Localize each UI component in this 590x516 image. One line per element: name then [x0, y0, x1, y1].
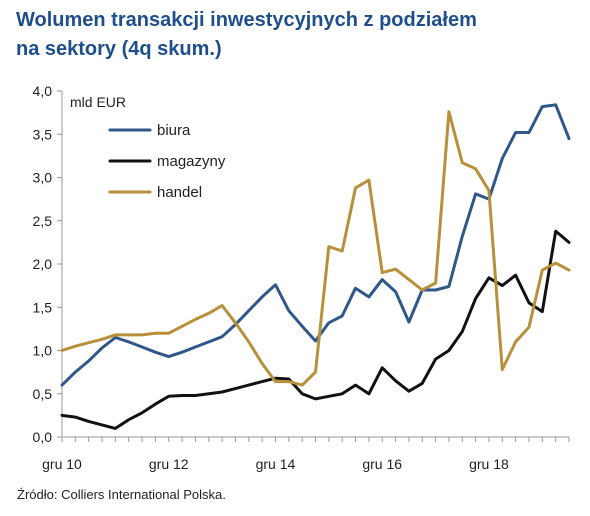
- legend-label-magazyny: magazyny: [157, 153, 226, 170]
- x-tick-label: gru 10: [42, 456, 82, 472]
- x-tick-label: gru 12: [149, 456, 189, 472]
- y-tick-label: 1,5: [33, 299, 53, 315]
- x-tick-label: gru 16: [362, 456, 402, 472]
- legend-label-biura: biura: [157, 122, 191, 139]
- y-tick-label: 3,5: [33, 126, 53, 142]
- series-line-magazyny: [60, 229, 571, 430]
- series-line-biura: [60, 103, 571, 387]
- y-tick-label: 0,0: [33, 429, 53, 445]
- y-tick-label: 2,0: [33, 256, 53, 272]
- series-line-handel: [60, 110, 571, 387]
- y-unit-label: mld EUR: [70, 94, 126, 110]
- x-tick-label: gru 14: [256, 456, 296, 472]
- y-tick-label: 1,0: [33, 343, 53, 359]
- source-note: Źródło: Colliers International Polska.: [17, 487, 226, 502]
- chart-title-line-1: Wolumen transakcji inwestycyjnych z podz…: [16, 9, 477, 31]
- x-tick-label: gru 18: [469, 456, 509, 472]
- y-tick-label: 3,0: [33, 170, 53, 186]
- chart-title: Wolumen transakcji inwestycyjnych z podz…: [16, 6, 576, 64]
- y-tick-label: 4,0: [33, 83, 53, 99]
- chart-title-line-2: na sektory (4q skum.): [16, 38, 222, 60]
- line-chart: 0,0 0,5 1,0 1,5 2,0 2,5 3,0 3,5 4,0 gru 10 gru 12 g…: [33, 83, 571, 472]
- legend-label-handel: handel: [157, 184, 202, 201]
- y-tick-label: 2,5: [33, 213, 53, 229]
- y-tick-label: 0,5: [33, 386, 53, 402]
